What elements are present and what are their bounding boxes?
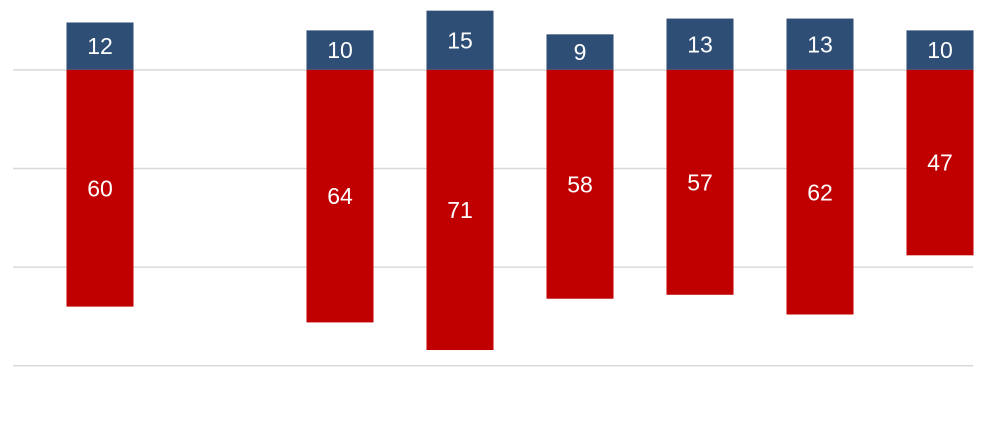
data-label: 60 — [87, 175, 113, 201]
bar-segment — [546, 34, 614, 70]
bar-segment — [306, 69, 374, 323]
bar-segment — [786, 69, 854, 315]
data-label: 64 — [327, 183, 353, 209]
bar-segment — [426, 69, 494, 351]
bar-segment — [546, 69, 614, 299]
bar-segment — [66, 69, 134, 307]
data-label: 13 — [687, 31, 713, 57]
data-label: 62 — [807, 179, 833, 205]
data-label: 71 — [447, 197, 473, 223]
data-label: 12 — [87, 33, 113, 59]
data-label: 47 — [927, 150, 953, 176]
data-label: 13 — [807, 31, 833, 57]
data-label: 10 — [327, 37, 353, 63]
bar-segment — [786, 18, 854, 70]
bar-segment — [306, 30, 374, 70]
bar-segment — [906, 30, 974, 70]
data-label: 57 — [687, 169, 713, 195]
data-label: 10 — [927, 37, 953, 63]
bar-segment — [666, 69, 734, 295]
bar-segment — [906, 69, 974, 256]
bar-segment — [666, 18, 734, 70]
bar-segment — [426, 10, 494, 70]
data-label: 9 — [574, 39, 587, 65]
data-label: 15 — [447, 27, 473, 53]
bar-segment — [66, 22, 134, 70]
data-label: 58 — [567, 171, 593, 197]
